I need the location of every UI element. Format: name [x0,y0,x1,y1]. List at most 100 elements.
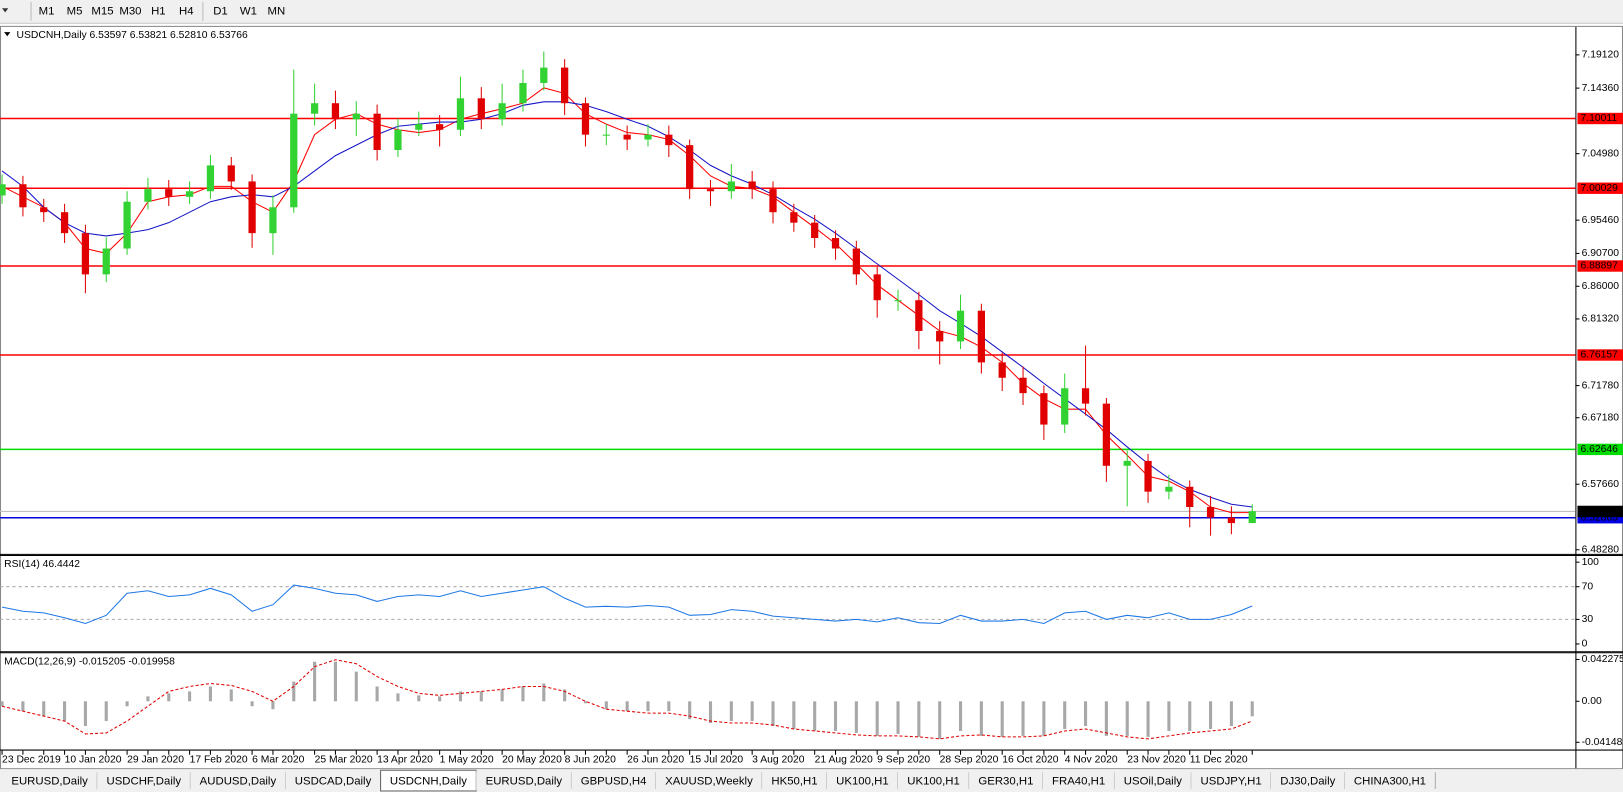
macd-bar [625,701,629,712]
tab-background[interactable] [1042,770,1115,791]
timeframe-label[interactable]: D1 [213,5,228,17]
tab-background[interactable] [571,770,656,791]
tab-background[interactable] [1270,770,1345,791]
candle-body [1102,403,1111,466]
macd-bar [1104,701,1108,736]
macd-bar [63,701,67,722]
chart-tab[interactable]: EURUSD,Daily [476,770,572,791]
timeframe-button[interactable]: H1 [151,5,166,17]
chart-tab[interactable]: GER30,H1 [969,770,1044,791]
chart-tab[interactable]: USDJPY,H1 [1191,770,1272,791]
timeframe-button[interactable]: MN [268,5,286,17]
tab-label[interactable]: USDJPY,H1 [1201,776,1262,788]
x-tick-label: 26 Jun 2020 [627,755,684,766]
tab-label[interactable]: EURUSD,Daily [11,776,88,788]
chart-tab[interactable]: EURUSD,Daily [2,770,98,791]
x-tick-label: 8 Jun 2020 [565,755,616,766]
chart-tab[interactable]: HK50,H1 [762,770,828,791]
tab-background[interactable] [190,770,286,791]
timeframe-button[interactable]: M30 [119,5,141,17]
tab-label[interactable]: XAUUSD,Weekly [665,776,753,788]
tab-label[interactable]: FRA40,H1 [1052,776,1105,788]
timeframe-label[interactable]: M5 [67,5,83,17]
timeframe-button[interactable]: M15 [91,5,113,17]
tab-background[interactable] [762,770,827,791]
macd-bar [1021,701,1025,736]
chart-tab[interactable]: USDCAD,Daily [285,770,382,791]
tab-background[interactable] [1344,770,1436,791]
chart-tab[interactable]: XAUUSD,Weekly [655,770,763,791]
tab-label[interactable]: UK100,H1 [836,776,888,788]
timeframe-label[interactable]: M30 [119,5,141,17]
macd-bar [833,701,838,731]
tab-label[interactable]: GER30,H1 [978,776,1033,788]
tab-label[interactable]: UK100,H1 [907,776,959,788]
tab-label[interactable]: USDCNH,Daily [390,776,467,788]
timeframe-label[interactable]: H4 [179,5,194,17]
macd-bar [1083,701,1088,727]
candle-body [436,124,444,130]
x-tick-label: 21 Aug 2020 [815,755,873,766]
x-tick-label: 10 Jan 2020 [65,755,122,766]
tab-background[interactable] [2,770,98,791]
chart-tab[interactable]: DJ30,Daily [1270,770,1346,791]
candle-body [915,300,923,331]
timeframe-label[interactable]: M1 [39,5,55,17]
candle-body [1081,388,1090,404]
level-label-box [1577,260,1623,272]
chart-tab[interactable]: UK100,H1 [826,770,899,791]
candle-body [686,145,694,190]
tab-label[interactable]: CHINA300,H1 [1354,776,1426,788]
chart-tab[interactable]: USDCNH,Daily [380,769,477,792]
chart-tab[interactable]: CHINA300,H1 [1344,770,1436,791]
timeframe-label[interactable]: MN [268,5,286,17]
tab-background[interactable] [655,770,763,791]
tab-label[interactable]: AUDUSD,Daily [200,776,277,788]
chart-frame [0,25,1623,770]
candle-body [706,189,715,192]
timeframe-button[interactable]: D1 [213,5,228,17]
chart-tab[interactable]: UK100,H1 [897,770,970,791]
macd-bar [1188,701,1192,731]
x-tick-label: 15 Jul 2020 [690,755,744,766]
timeframe-button[interactable]: M1 [39,5,55,17]
level-label: 7.00029 [1581,183,1619,194]
toolbar-icon[interactable] [2,8,9,13]
tab-background[interactable] [285,770,381,791]
chart-tab[interactable]: AUDUSD,Daily [190,770,287,791]
chart-tab[interactable]: USOil,Daily [1114,770,1192,791]
tab-background[interactable] [1191,770,1271,791]
timeframe-button[interactable]: W1 [240,5,257,17]
tab-label[interactable]: EURUSD,Daily [486,776,563,788]
chart-tab[interactable]: USDCHF,Daily [97,770,191,791]
tab-label[interactable]: GBPUSD,H4 [581,776,647,788]
timeframe-label[interactable]: W1 [240,5,257,17]
chart-tab[interactable]: FRA40,H1 [1042,770,1115,791]
candle-body [748,181,756,190]
y-tick-label: 0.042275 [1582,654,1623,665]
y-tick-label: 6.48280 [1582,544,1620,555]
tab-label[interactable]: USOil,Daily [1124,776,1182,788]
tab-background[interactable] [826,770,898,791]
tab-label[interactable]: USDCHF,Daily [106,776,181,788]
chart-tab[interactable]: GBPUSD,H4 [571,770,657,791]
tab-background[interactable] [97,770,191,791]
macd-bar [750,701,754,722]
macd-bar [542,683,546,702]
candle-body [769,189,777,213]
tab-label[interactable]: USDCAD,Daily [295,776,372,788]
tab-background[interactable] [969,770,1043,791]
timeframe-button[interactable]: M5 [67,5,83,17]
tab-label[interactable]: HK50,H1 [771,776,817,788]
timeframe-button[interactable]: H4 [179,5,194,17]
tab-background[interactable] [1114,770,1192,791]
candle-body [581,103,590,135]
timeframe-label[interactable]: H1 [151,5,166,17]
timeframe-label[interactable]: M15 [91,5,113,17]
tab-background[interactable] [897,770,970,791]
x-tick-label: 4 Nov 2020 [1065,755,1118,766]
tab-label[interactable]: DJ30,Daily [1280,776,1335,788]
tab-background[interactable] [476,770,572,791]
y-tick-label: 6.81320 [1582,314,1620,325]
candle-body [540,67,548,83]
